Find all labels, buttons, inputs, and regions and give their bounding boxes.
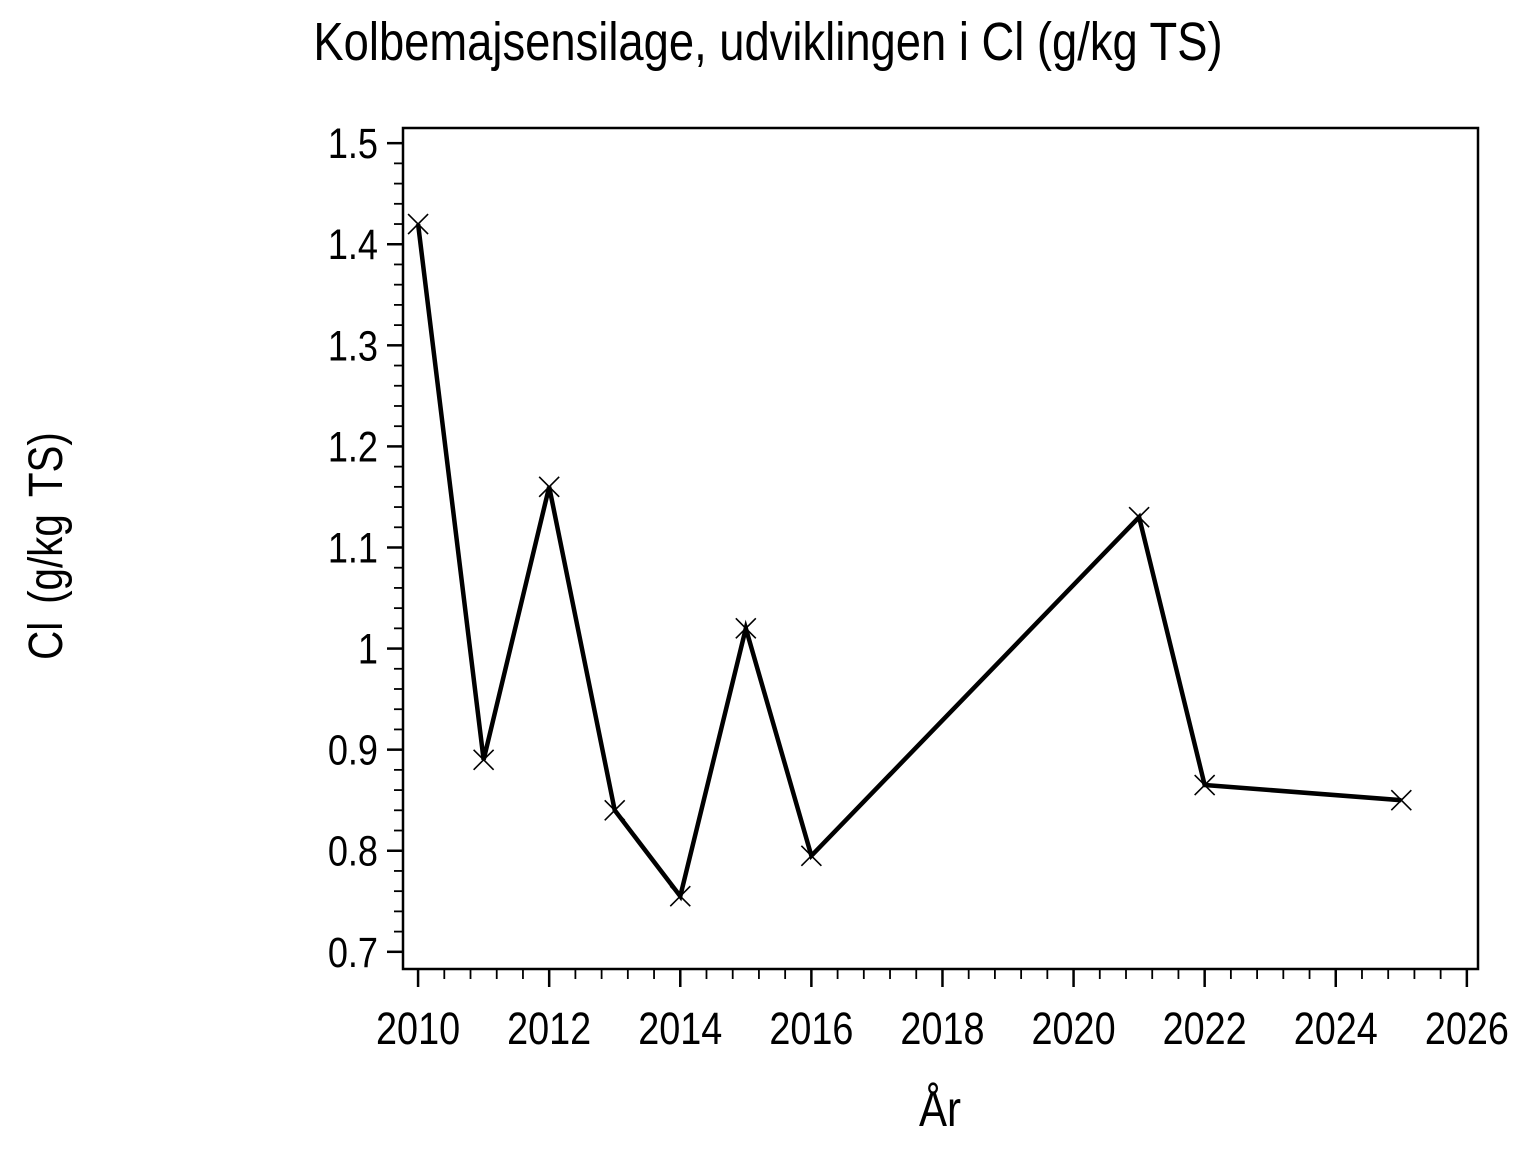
x-axis-title: År <box>919 1081 961 1137</box>
x-axis-tick-label: 2026 <box>1425 1003 1509 1054</box>
data-point-marker <box>473 749 495 771</box>
x-axis-tick-label: 2022 <box>1163 1003 1247 1054</box>
y-axis-tick-label: 1.2 <box>328 424 378 472</box>
data-point-marker <box>735 617 757 639</box>
x-axis-tick-label: 2012 <box>507 1003 591 1054</box>
chart-title: Kolbemajsensilage, udviklingen i Cl (g/k… <box>313 11 1222 72</box>
y-axis-tick-label: 1.4 <box>328 221 378 269</box>
y-axis-tick-label: 1.1 <box>328 525 378 573</box>
x-axis-tick-label: 2018 <box>900 1003 984 1054</box>
x-axis-tick-label: 2016 <box>769 1003 853 1054</box>
data-point-marker <box>800 845 822 867</box>
x-axis-tick-label: 2010 <box>376 1003 460 1054</box>
data-point-marker <box>669 885 691 907</box>
data-point-marker <box>604 799 626 821</box>
y-axis-tick-label: 1.5 <box>328 120 378 168</box>
series-line <box>415 223 1402 902</box>
y-axis-tick-label: 1 <box>358 626 378 674</box>
y-axis-tick-label: 0.9 <box>328 727 378 775</box>
y-axis-title: Cl (g/kg TS) <box>20 432 73 660</box>
y-axis-tick-label: 0.7 <box>328 929 378 977</box>
x-axis-tick-label: 2024 <box>1294 1003 1378 1054</box>
y-axis-tick-label: 0.8 <box>328 828 378 876</box>
x-axis-tick-label: 2014 <box>638 1003 722 1054</box>
data-point-marker <box>1194 774 1216 796</box>
data-point-marker <box>538 476 560 498</box>
data-point-marker <box>1390 789 1412 811</box>
plot-area: 1.5 1.4 1.3 1.2 1.1 1 0.9 0.8 0.7 2010 2012 2014 201… <box>328 120 1509 1053</box>
y-axis-tick-label: 1.3 <box>328 322 378 370</box>
x-axis-tick-label: 2020 <box>1032 1003 1116 1054</box>
data-point-marker <box>1128 506 1150 528</box>
plot-frame <box>401 126 1480 971</box>
data-point-marker <box>407 213 429 235</box>
